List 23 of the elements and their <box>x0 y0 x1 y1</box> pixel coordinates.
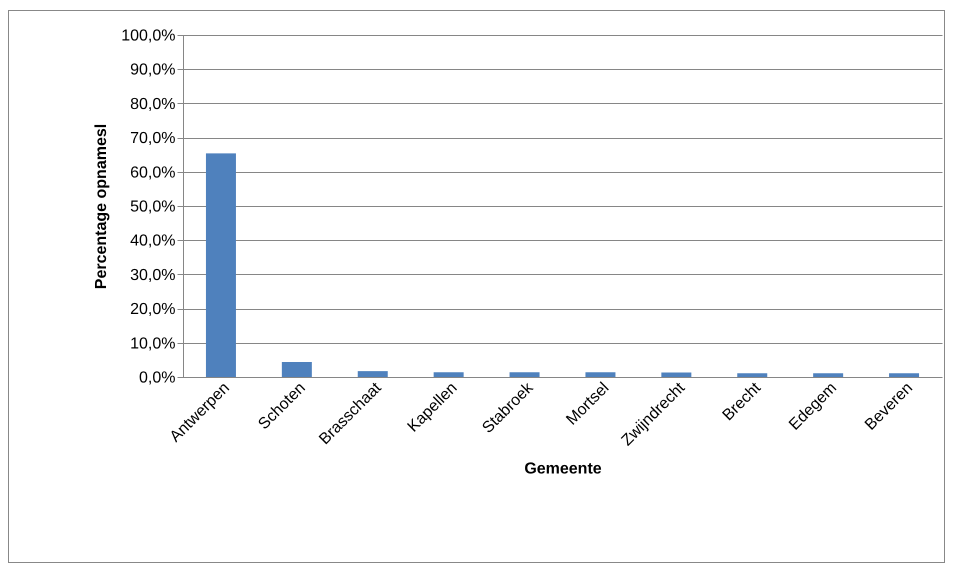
y-tick-label: 60,0% <box>130 164 176 182</box>
bar <box>434 372 464 377</box>
y-tick-label: 80,0% <box>130 96 176 113</box>
bar <box>813 373 844 377</box>
bar <box>889 373 920 377</box>
bar <box>585 372 616 377</box>
bar <box>661 372 692 377</box>
y-tick-label: 20,0% <box>130 301 176 318</box>
y-tick-label: 50,0% <box>130 198 176 216</box>
y-tick-label: 90,0% <box>130 62 176 79</box>
y-axis-title: Percentage opnamesl <box>93 124 110 290</box>
bar <box>358 371 388 377</box>
y-tick-label: 10,0% <box>130 335 176 352</box>
x-axis-title: Gemeente <box>524 460 602 478</box>
bar <box>737 373 768 377</box>
y-tick-label: 100,0% <box>121 28 176 44</box>
bar <box>510 372 540 377</box>
y-tick-label: 0,0% <box>139 370 176 386</box>
y-tick-label: 30,0% <box>130 266 176 284</box>
y-tick-label: 40,0% <box>130 232 176 250</box>
bar <box>282 362 312 377</box>
bar <box>206 153 236 377</box>
y-tick-label: 70,0% <box>130 130 176 148</box>
